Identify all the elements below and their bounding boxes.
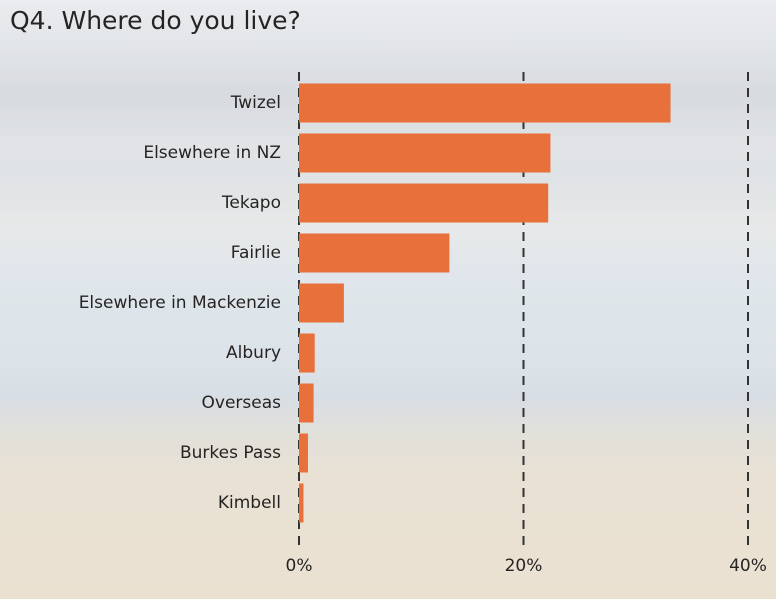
bar: [299, 334, 315, 373]
y-tick-label: Tekapo: [221, 193, 281, 213]
bar: [299, 234, 449, 273]
x-tick-label: 0%: [286, 556, 313, 576]
y-tick-label: Burkes Pass: [180, 443, 281, 463]
chart-title: Q4. Where do you live?: [10, 6, 301, 35]
bar: [299, 84, 671, 123]
bar: [299, 484, 303, 523]
x-tick-label: 40%: [729, 556, 767, 576]
x-tick-label: 20%: [505, 556, 543, 576]
background: Q4. Where do you live? 0% 20% 40% Twizel Els…: [0, 0, 776, 599]
y-tick-label: Overseas: [202, 393, 282, 413]
bar: [299, 434, 308, 473]
y-tick-label: Kimbell: [218, 493, 281, 513]
y-tick-label: Elsewhere in Mackenzie: [79, 293, 281, 313]
bar: [299, 284, 344, 323]
y-tick-label: Twizel: [230, 93, 281, 113]
y-tick-label: Albury: [226, 343, 281, 363]
y-tick-label: Fairlie: [231, 243, 281, 263]
bar: [299, 184, 548, 223]
bar: [299, 384, 314, 423]
chart: Q4. Where do you live? 0% 20% 40% Twizel Els…: [0, 0, 776, 599]
y-tick-label: Elsewhere in NZ: [143, 143, 281, 163]
bar: [299, 134, 550, 173]
